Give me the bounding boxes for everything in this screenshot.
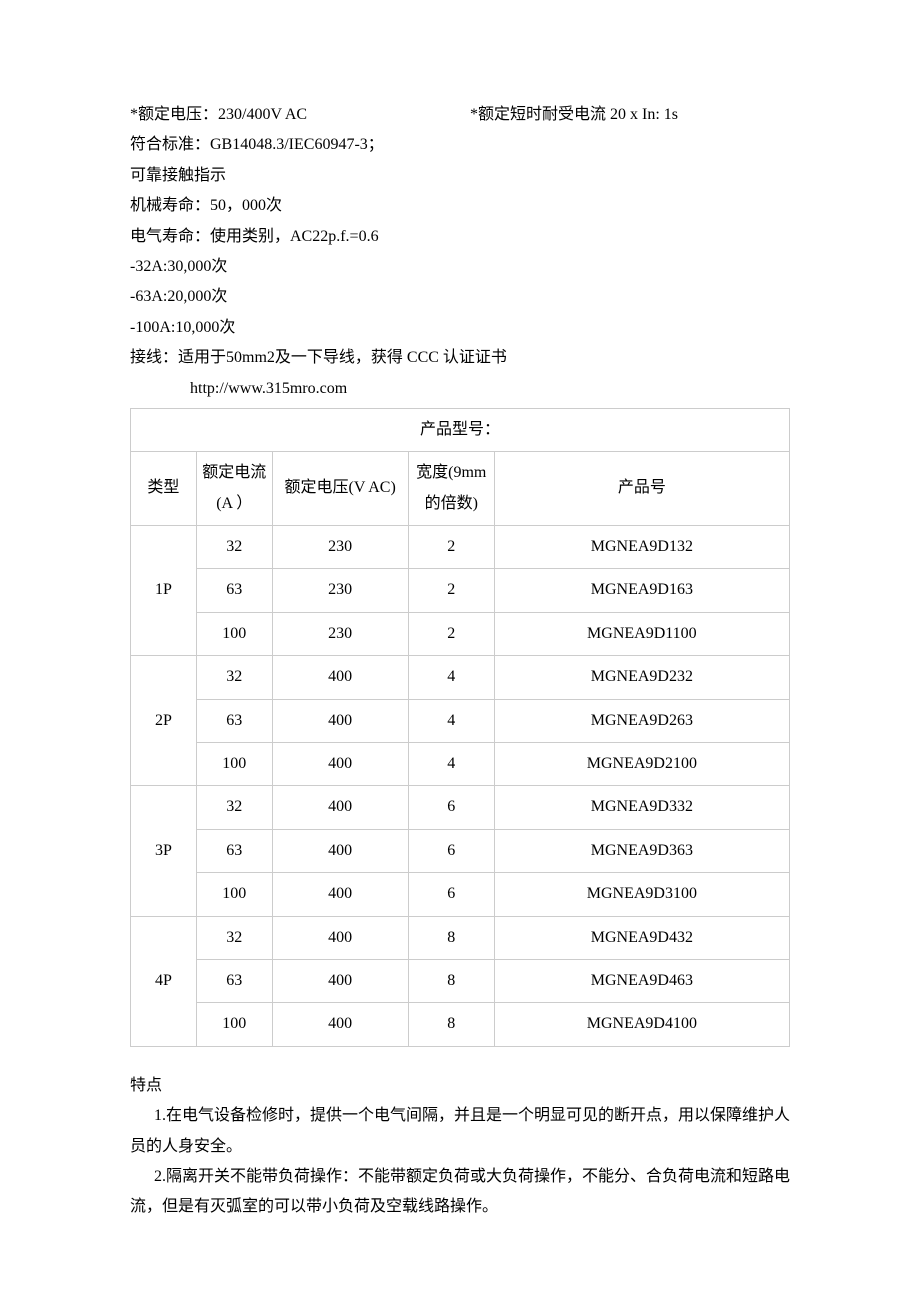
header-voltage: 额定电压(V AC): [272, 452, 408, 526]
table-cell-product: MGNEA9D232: [494, 656, 789, 699]
table-cell-current: 63: [196, 829, 272, 872]
table-cell-width: 6: [408, 786, 494, 829]
table-cell-current: 32: [196, 786, 272, 829]
table-cell-current: 100: [196, 612, 272, 655]
table-cell-current: 32: [196, 916, 272, 959]
spec-life-63a: -63A:20,000次: [130, 282, 790, 312]
table-title: 产品型号：: [131, 408, 790, 451]
header-current: 额定电流(A ）: [196, 452, 272, 526]
spec-wiring: 接线：适用于50mm2及一下导线，获得 CCC 认证证书: [130, 343, 790, 373]
table-cell-width: 4: [408, 699, 494, 742]
spec-life-100a: -100A:10,000次: [130, 313, 790, 343]
spec-elec-life: 电气寿命：使用类别，AC22p.f.=0.6: [130, 222, 790, 252]
table-cell-current: 32: [196, 526, 272, 569]
table-cell-type: 1P: [131, 526, 197, 656]
table-cell-product: MGNEA9D3100: [494, 873, 789, 916]
table-cell-width: 8: [408, 959, 494, 1002]
header-width: 宽度(9mm 的倍数): [408, 452, 494, 526]
table-cell-width: 4: [408, 743, 494, 786]
table-cell-product: MGNEA9D4100: [494, 1003, 789, 1046]
table-cell-voltage: 400: [272, 873, 408, 916]
table-cell-width: 8: [408, 1003, 494, 1046]
table-cell-voltage: 400: [272, 786, 408, 829]
table-cell-product: MGNEA9D432: [494, 916, 789, 959]
table-cell-width: 2: [408, 526, 494, 569]
feature-2: 2.隔离开关不能带负荷操作：不能带额定负荷或大负荷操作，不能分、合负荷电流和短路…: [130, 1162, 790, 1223]
table-cell-width: 6: [408, 829, 494, 872]
table-cell-current: 100: [196, 743, 272, 786]
table-cell-product: MGNEA9D332: [494, 786, 789, 829]
table-cell-voltage: 230: [272, 526, 408, 569]
spec-voltage: *额定电压：230/400V AC: [130, 100, 470, 130]
table-cell-voltage: 230: [272, 612, 408, 655]
table-cell-voltage: 400: [272, 656, 408, 699]
table-cell-width: 6: [408, 873, 494, 916]
product-table: 产品型号： 类型 额定电流(A ） 额定电压(V AC) 宽度(9mm 的倍数)…: [130, 408, 790, 1047]
spec-url: http://www.315mro.com: [130, 374, 790, 404]
table-cell-voltage: 400: [272, 699, 408, 742]
table-cell-width: 2: [408, 569, 494, 612]
table-cell-type: 3P: [131, 786, 197, 916]
table-cell-current: 100: [196, 873, 272, 916]
table-cell-voltage: 400: [272, 743, 408, 786]
table-cell-product: MGNEA9D263: [494, 699, 789, 742]
table-cell-current: 63: [196, 959, 272, 1002]
table-cell-voltage: 400: [272, 916, 408, 959]
table-cell-product: MGNEA9D1100: [494, 612, 789, 655]
table-cell-voltage: 400: [272, 1003, 408, 1046]
table-cell-product: MGNEA9D132: [494, 526, 789, 569]
table-cell-voltage: 400: [272, 829, 408, 872]
spec-standard: 符合标准：GB14048.3/IEC60947-3；: [130, 130, 790, 160]
table-cell-width: 4: [408, 656, 494, 699]
table-cell-type: 4P: [131, 916, 197, 1046]
table-cell-current: 100: [196, 1003, 272, 1046]
spec-short-current: *额定短时耐受电流 20 x In: 1s: [470, 100, 678, 130]
table-cell-product: MGNEA9D363: [494, 829, 789, 872]
table-cell-product: MGNEA9D163: [494, 569, 789, 612]
spec-life-32a: -32A:30,000次: [130, 252, 790, 282]
spec-mech-life: 机械寿命：50，000次: [130, 191, 790, 221]
table-cell-width: 2: [408, 612, 494, 655]
spec-contact: 可靠接触指示: [130, 161, 790, 191]
table-cell-current: 63: [196, 569, 272, 612]
feature-1: 1.在电气设备检修时，提供一个电气间隔，并且是一个明显可见的断开点，用以保障维护…: [130, 1101, 790, 1162]
header-type: 类型: [131, 452, 197, 526]
features-title: 特点: [130, 1071, 790, 1101]
table-cell-product: MGNEA9D463: [494, 959, 789, 1002]
table-cell-width: 8: [408, 916, 494, 959]
table-cell-voltage: 400: [272, 959, 408, 1002]
header-product: 产品号: [494, 452, 789, 526]
table-cell-product: MGNEA9D2100: [494, 743, 789, 786]
table-cell-current: 63: [196, 699, 272, 742]
table-cell-type: 2P: [131, 656, 197, 786]
table-cell-voltage: 230: [272, 569, 408, 612]
table-cell-current: 32: [196, 656, 272, 699]
